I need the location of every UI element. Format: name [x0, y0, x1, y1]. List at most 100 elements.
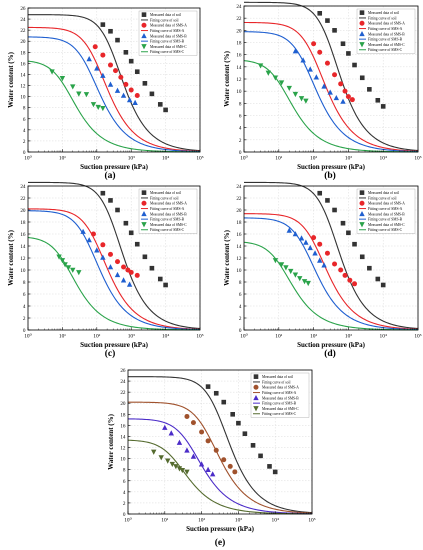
legend-box	[356, 8, 416, 54]
data-point-soil	[108, 198, 113, 203]
x-tick-label: 10¹	[275, 156, 282, 162]
data-point-sms-a	[128, 269, 134, 275]
data-point-soil	[352, 62, 357, 68]
data-point-sms-c	[297, 276, 303, 282]
legend-marker-soil	[253, 374, 259, 379]
data-point-sms-c	[292, 91, 299, 98]
data-point-sms-b	[307, 244, 313, 251]
data-point-sms-b	[321, 83, 327, 89]
y-tick-label: 2	[23, 316, 26, 322]
legend-marker-sms-b	[359, 30, 365, 37]
y-tick-label: 20	[20, 39, 26, 45]
data-point-sms-b	[162, 424, 168, 430]
data-point-sms-b	[126, 281, 133, 287]
data-point-soil	[128, 58, 134, 64]
x-tick-label: 10³	[128, 156, 135, 162]
legend-label: Fitting curve of soil	[150, 196, 178, 200]
legend-marker-sms-a	[359, 20, 365, 26]
data-point-soil	[367, 265, 372, 271]
data-point-sms-c	[165, 458, 171, 464]
data-point-soil	[115, 207, 120, 213]
legend-label: Fitting curve of SMS-B	[150, 218, 185, 222]
panel-label: (e)	[215, 537, 226, 548]
data-point-sms-b	[317, 257, 323, 263]
data-point-soil	[352, 241, 357, 247]
y-tick-label: 18	[236, 41, 242, 47]
legend-marker-sms-c	[141, 222, 147, 228]
legend-label: Fitting curve of SMS-B	[368, 218, 403, 222]
data-point-sms-c	[158, 455, 164, 461]
legend-label: Fitting curve of soil	[368, 16, 396, 20]
data-point-soil	[346, 51, 351, 56]
data-point-sms-c	[301, 279, 308, 285]
data-point-soil	[236, 420, 241, 426]
data-point-sms-a	[317, 241, 323, 247]
x-tick-label: 10⁴	[162, 334, 169, 340]
y-axis-title: Water content (%)	[223, 229, 231, 286]
data-point-soil	[375, 97, 381, 103]
fitting-curve-sms-a	[243, 21, 419, 152]
y-tick-label: 14	[120, 434, 126, 440]
y-tick-label: 4	[23, 304, 26, 310]
y-tick-label: 2	[239, 316, 242, 322]
legend-label: Measured data of soil	[262, 375, 293, 379]
data-point-sms-c	[278, 80, 285, 86]
legend-label: Measured data of SMS-C	[150, 223, 187, 227]
fitting-curve-sms-b	[127, 418, 313, 515]
y-tick-label: 18	[20, 50, 26, 56]
data-point-soil	[157, 102, 163, 107]
data-point-sms-a	[338, 81, 344, 87]
data-point-sms-b	[107, 81, 114, 87]
legend-label: Fitting curve of SMS-B	[368, 38, 403, 42]
data-point-soil	[359, 75, 365, 81]
data-point-sms-a	[113, 68, 119, 74]
data-point-sms-b	[313, 74, 320, 80]
x-axis-title: Suction pressure (kPa)	[80, 163, 148, 171]
data-point-sms-b	[303, 239, 309, 245]
legend-label: Measured data of soil	[150, 13, 181, 17]
legend-marker-sms-b	[141, 210, 147, 217]
data-point-sms-c	[65, 265, 72, 271]
fitting-curve-soil	[244, 181, 419, 330]
fitting-curve-sms-a	[27, 208, 201, 330]
legend-label: Fitting curve of SMS-A	[368, 27, 403, 31]
data-point-sms-b	[100, 254, 106, 260]
y-tick-label: 22	[20, 196, 26, 202]
panel-label: (a)	[104, 170, 115, 181]
data-point-sms-a	[342, 272, 348, 278]
data-point-sms-b	[300, 57, 306, 63]
data-point-soil	[100, 190, 106, 196]
data-point-soil	[163, 282, 168, 288]
y-tick-label: 14	[236, 244, 242, 250]
x-tick-label: 10⁰	[240, 333, 248, 340]
y-tick-label: 24	[20, 17, 26, 23]
y-tick-label: 14	[20, 244, 26, 250]
data-point-sms-b	[94, 65, 100, 71]
y-axis-title: Water content (%)	[7, 229, 15, 286]
data-point-sms-a	[317, 49, 323, 55]
data-point-sms-a	[311, 235, 317, 241]
legend-marker-soil	[359, 190, 365, 195]
x-tick-label: 10⁰	[124, 517, 132, 524]
data-point-sms-c	[169, 461, 176, 468]
data-point-sms-a	[115, 259, 121, 265]
data-point-sms-a	[128, 87, 134, 93]
data-point-sms-c	[305, 280, 311, 287]
y-tick-label: 18	[236, 220, 242, 226]
legend-label: Fitting curve of SMS-C	[368, 48, 403, 52]
fitting-curve-sms-c	[243, 60, 418, 153]
legend-label: Measured data of soil	[150, 191, 181, 195]
panel-label: (c)	[105, 348, 116, 359]
y-tick-label: 24	[236, 184, 242, 190]
y-tick-label: 16	[120, 423, 126, 429]
data-point-sms-c	[298, 96, 305, 102]
data-point-sms-c	[95, 104, 101, 111]
data-point-sms-a	[184, 414, 190, 420]
y-tick-label: 8	[239, 280, 242, 286]
y-tick-label: 14	[20, 72, 26, 78]
data-point-sms-a	[118, 74, 124, 80]
x-tick-label: 10⁵	[414, 334, 421, 340]
legend-marker-sms-b	[359, 210, 365, 217]
